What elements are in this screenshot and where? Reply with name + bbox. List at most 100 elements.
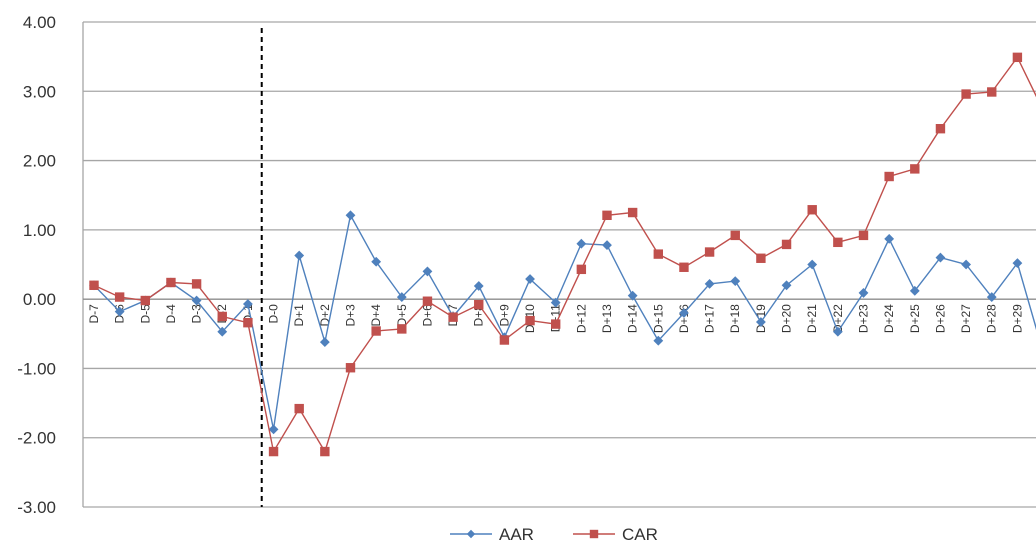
data-point-car [320, 446, 330, 457]
y-tick-label: 2.00 [23, 152, 56, 171]
data-point-aar [627, 290, 638, 301]
data-point-aar [294, 250, 305, 261]
data-point-aar [961, 259, 972, 270]
data-point-aar [935, 252, 946, 263]
legend-label: CAR [622, 525, 658, 544]
x-tick-label: D-3 [190, 304, 204, 324]
data-point-aar [319, 337, 330, 348]
x-tick-label: D+4 [369, 304, 383, 327]
data-point-car [243, 318, 253, 328]
x-tick-label: D+23 [857, 304, 871, 333]
data-point-car [961, 89, 971, 99]
x-tick-label: D+25 [908, 304, 922, 333]
x-tick-label: D-5 [138, 304, 152, 324]
data-point-aar [858, 288, 869, 298]
data-point-car [833, 237, 843, 248]
data-point-aar [730, 276, 741, 287]
data-point-car [474, 299, 484, 310]
data-point-car [858, 230, 869, 241]
data-point-car [987, 87, 997, 97]
data-point-car [602, 210, 612, 221]
data-point-car [294, 403, 304, 414]
x-tick-label: D+17 [703, 304, 717, 333]
x-tick-label: D+14 [626, 304, 640, 333]
data-point-car [910, 164, 920, 174]
data-point-aar [909, 285, 920, 296]
x-tick-label: D+9 [497, 304, 511, 327]
data-point-aar [602, 240, 612, 251]
series-line-car [93, 55, 1036, 454]
x-tick-label: D+29 [1010, 304, 1024, 333]
data-point-aar [114, 306, 125, 317]
data-point-aar [986, 292, 997, 302]
data-point-car [371, 326, 381, 336]
data-point-aar [653, 335, 664, 346]
data-point-aar [268, 424, 279, 435]
data-point-aar [550, 297, 561, 308]
data-point-car [935, 124, 946, 134]
data-point-car [422, 296, 433, 306]
data-point-aar [371, 256, 382, 267]
y-tick-label: -3.00 [17, 498, 56, 517]
data-point-aar [781, 280, 792, 291]
x-tick-label: D+3 [344, 304, 358, 327]
x-tick-label: D+6 [420, 304, 434, 327]
y-tick-label: -1.00 [17, 359, 56, 378]
x-tick-label: D+1 [292, 304, 306, 327]
y-tick-label: 1.00 [23, 221, 56, 240]
data-point-aar [576, 238, 587, 249]
data-point-car [576, 264, 587, 275]
data-point-aar [679, 308, 689, 318]
data-point-car [884, 171, 894, 182]
data-point-car [781, 239, 792, 250]
data-point-car [499, 335, 510, 345]
data-point-aar [345, 210, 356, 221]
data-point-car [345, 363, 356, 373]
data-point-car [89, 280, 99, 290]
y-tick-label: 0.00 [23, 290, 56, 309]
x-tick-label: D+16 [677, 304, 691, 333]
data-point-car [653, 249, 663, 259]
data-point-car [679, 262, 689, 272]
series-car [89, 52, 1036, 457]
data-point-aar [807, 259, 818, 270]
data-point-car [1012, 52, 1023, 63]
data-point-car [268, 446, 279, 457]
legend: AAR CAR [450, 525, 658, 544]
axes [82, 22, 1036, 507]
legend-marker [466, 529, 476, 539]
y-tick-label: 3.00 [23, 82, 56, 101]
data-point-aar [191, 295, 202, 306]
x-tick-label: D+24 [882, 304, 896, 333]
data-point-car [551, 319, 561, 329]
x-tick-label: D+15 [651, 304, 665, 333]
series [89, 52, 1036, 457]
gridlines [83, 21, 1036, 508]
x-tick-label: D+27 [959, 304, 973, 333]
x-tick-label: D+21 [805, 304, 819, 333]
data-point-aar [832, 326, 843, 337]
x-tick-label: D+5 [395, 304, 409, 327]
y-axis-ticks: 4.00 3.00 2.00 1.00 0.00 -1.00 -2.00 -3.00 [17, 13, 56, 517]
data-point-aar [422, 266, 433, 277]
y-tick-label: 4.00 [23, 13, 56, 32]
x-tick-label: D-4 [164, 304, 178, 324]
x-tick-label: D+18 [728, 304, 742, 333]
x-tick-label: D+28 [985, 304, 999, 333]
data-point-car [807, 205, 817, 215]
data-point-car [166, 277, 176, 288]
data-point-car [140, 295, 151, 306]
data-point-car [448, 312, 458, 322]
x-tick-label: D+12 [574, 304, 588, 333]
data-point-aar [396, 292, 407, 302]
data-point-aar [473, 281, 484, 291]
x-tick-label: D+2 [318, 304, 332, 327]
data-point-car [756, 253, 766, 263]
data-point-car [397, 324, 407, 334]
data-point-aar [242, 299, 253, 309]
x-tick-label: D+26 [933, 304, 947, 333]
data-point-car [627, 207, 638, 218]
x-tick-label: D+20 [780, 304, 794, 333]
